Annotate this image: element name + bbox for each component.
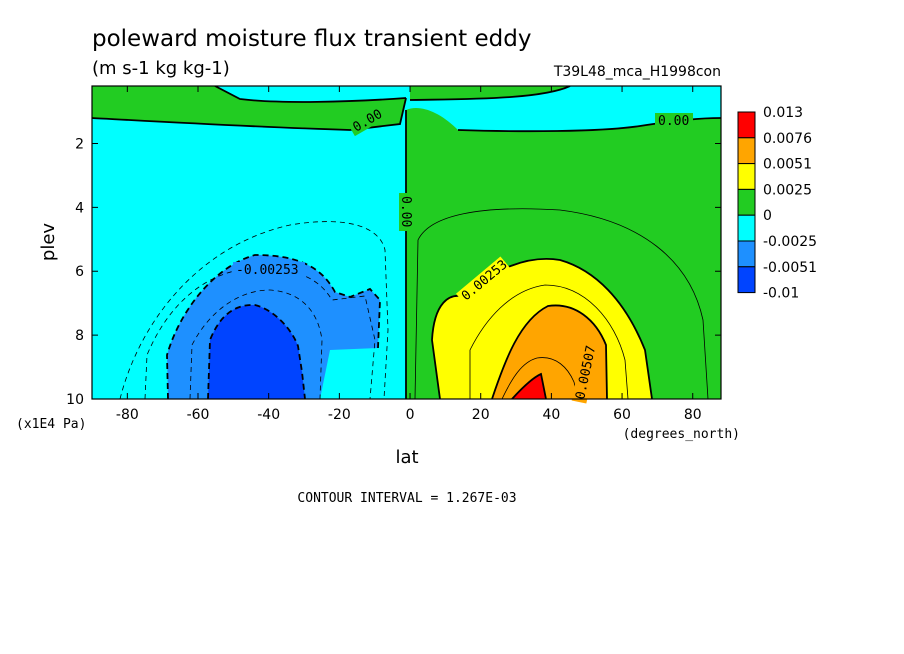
y-tick-label: 6 [75, 264, 84, 280]
pos-thin-contour-2 [469, 284, 629, 399]
y-axis-units: (x1E4 Pa) [16, 417, 86, 432]
x-tick-label: 60 [613, 407, 631, 423]
contour-lines [92, 86, 721, 399]
colorbar-swatch [737, 111, 756, 139]
colorbar-label: 0.013 [763, 105, 803, 121]
colorbar: 0.013 0.0076 0.0051 0.0025 0 -0.0025 -0.0051 -0… [737, 105, 817, 302]
x-axis: -80 -60 -40 -20 0 20 40 60 80 [116, 86, 702, 423]
x-tick-label: -60 [187, 407, 210, 423]
pos-max-contour [511, 372, 547, 399]
colorbar-label: 0.0076 [763, 131, 812, 147]
colorbar-swatch [737, 214, 756, 242]
zero-contour-right [409, 86, 571, 101]
colorbar-label: -0.0051 [763, 260, 817, 276]
colorbar-swatch [737, 266, 756, 294]
green-region-top-right [410, 86, 570, 100]
deep-blue-region [208, 304, 305, 399]
chart-subtitle: (m s-1 kg kg-1) [92, 58, 230, 79]
pos-thick-contour [431, 258, 653, 399]
neg-thin-contour-3 [189, 289, 323, 399]
y-tick-label: 2 [75, 136, 84, 152]
contour-interval: CONTOUR INTERVAL = 1.267E-03 [297, 491, 516, 506]
contour-label-neg: -0.00253 [236, 263, 299, 278]
y-tick-label: 8 [75, 328, 84, 344]
y-axis-label: plev [38, 223, 59, 262]
plot-frame [91, 85, 722, 400]
green-region-top-left [92, 86, 406, 130]
y-tick-label: 10 [66, 392, 84, 408]
colorbar-label: 0 [763, 208, 772, 224]
pos-thin-contour-1 [414, 208, 709, 399]
red-region [512, 374, 546, 399]
contour-label-zero-3: 0.00 [398, 196, 413, 227]
colorbar-swatch [737, 188, 756, 216]
run-label: T39L48_mca_H1998con [553, 64, 721, 80]
contour-label-zero-2: 0.00 [658, 114, 689, 129]
zero-contour-left [92, 97, 407, 131]
x-tick-label: -40 [257, 407, 280, 423]
neg-thick-contour [166, 254, 381, 399]
x-tick-label: 0 [406, 407, 415, 423]
x-tick-label: 40 [542, 407, 560, 423]
x-tick-label: 80 [684, 407, 702, 423]
zero-contour-east [457, 117, 721, 133]
colorbar-label: 0.0025 [763, 182, 812, 198]
colorbar-label: -0.0025 [763, 234, 817, 250]
x-axis-units: (degrees_north) [623, 427, 740, 442]
chart-title: poleward moisture flux transient eddy [92, 26, 531, 52]
y-axis: 2 4 6 8 10 [66, 136, 721, 408]
pos-thin-contour-3 [501, 357, 579, 399]
colorbar-label: 0.0051 [763, 157, 812, 173]
colorbar-swatch [737, 163, 756, 190]
x-tick-label: -20 [328, 407, 351, 423]
neg-strong-contour [207, 304, 306, 399]
x-tick-label: 20 [472, 407, 490, 423]
colorbar-swatch [737, 240, 756, 268]
colorbar-label: -0.01 [763, 286, 799, 302]
neg-thin-contour-1 [119, 221, 389, 399]
y-tick-label: 4 [75, 200, 84, 216]
zero-contour-top [214, 86, 407, 103]
pos-strong-contour [491, 304, 608, 399]
colorbar-swatch [737, 137, 756, 165]
x-axis-label: lat [395, 447, 418, 468]
x-tick-label: -80 [116, 407, 139, 423]
